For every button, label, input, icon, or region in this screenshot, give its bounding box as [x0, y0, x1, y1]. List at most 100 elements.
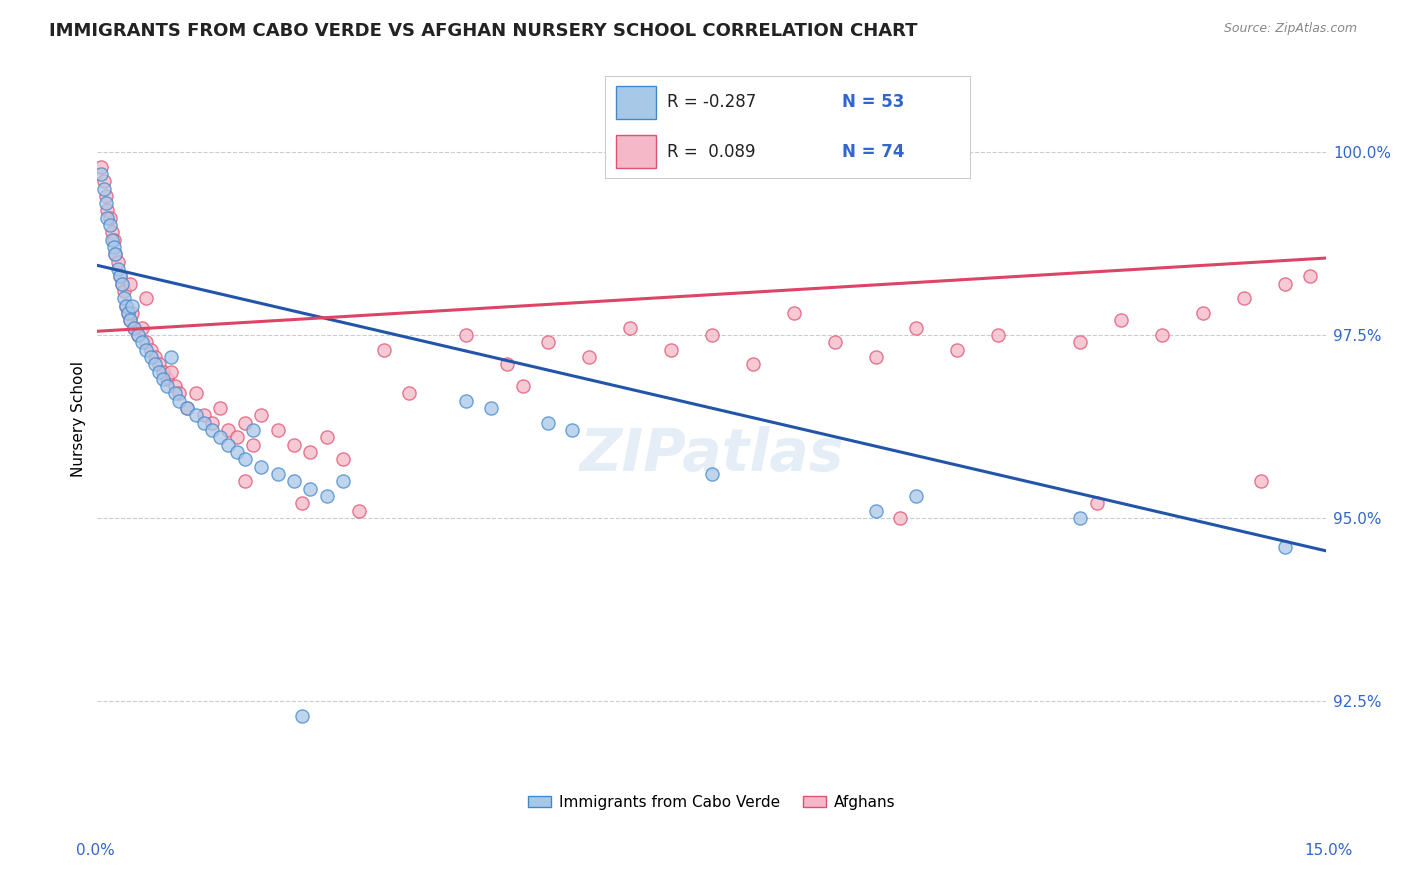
Point [1274, 540, 1296, 554]
Point [1085, 496, 1108, 510]
Text: R = -0.287: R = -0.287 [666, 94, 756, 112]
Point [242, 423, 264, 437]
Point [165, 379, 187, 393]
Point [496, 357, 519, 371]
Point [131, 320, 153, 334]
Point [1274, 277, 1296, 291]
Point [349, 503, 371, 517]
Point [283, 475, 305, 489]
Point [120, 313, 142, 327]
Point [176, 401, 198, 416]
Point [1069, 335, 1091, 350]
Point [561, 423, 583, 437]
Point [619, 320, 641, 334]
Point [209, 401, 232, 416]
Point [1152, 327, 1174, 342]
Point [537, 416, 560, 430]
Bar [616, 136, 655, 168]
Point [111, 277, 134, 291]
Point [1069, 511, 1091, 525]
Point [250, 459, 273, 474]
Point [90, 160, 112, 174]
Point [143, 350, 166, 364]
Point [94, 189, 117, 203]
Point [107, 254, 129, 268]
Point [122, 320, 145, 334]
Point [905, 489, 928, 503]
Point [233, 475, 256, 489]
Point [299, 445, 322, 459]
Point [101, 233, 124, 247]
Point [266, 467, 288, 481]
Point [139, 350, 162, 364]
Point [165, 386, 187, 401]
Point [398, 386, 420, 401]
Point [889, 511, 911, 525]
Point [201, 423, 224, 437]
Point [104, 247, 127, 261]
Point [156, 372, 179, 386]
Point [1298, 269, 1320, 284]
Point [98, 218, 121, 232]
Point [103, 233, 125, 247]
Point [98, 211, 121, 225]
Point [139, 343, 162, 357]
Point [121, 299, 143, 313]
Point [905, 320, 928, 334]
Point [217, 438, 239, 452]
Point [537, 335, 560, 350]
Point [127, 327, 149, 342]
Point [1250, 475, 1272, 489]
Point [143, 357, 166, 371]
Point [135, 343, 157, 357]
Point [266, 423, 288, 437]
Point [1192, 306, 1215, 320]
Point [242, 438, 264, 452]
Point [111, 277, 134, 291]
Point [946, 343, 969, 357]
Point [315, 430, 337, 444]
Point [167, 393, 190, 408]
Point [332, 452, 354, 467]
Bar [616, 87, 655, 119]
Point [184, 409, 207, 423]
Point [233, 416, 256, 430]
Point [90, 167, 112, 181]
Point [122, 320, 145, 334]
Point [131, 335, 153, 350]
Point [107, 262, 129, 277]
Point [987, 327, 1010, 342]
Point [479, 401, 502, 416]
Point [291, 708, 314, 723]
Point [454, 327, 477, 342]
Point [148, 357, 170, 371]
Point [120, 313, 142, 327]
Point [824, 335, 846, 350]
Point [225, 430, 247, 444]
Point [454, 393, 477, 408]
Point [865, 350, 887, 364]
Text: IMMIGRANTS FROM CABO VERDE VS AFGHAN NURSERY SCHOOL CORRELATION CHART: IMMIGRANTS FROM CABO VERDE VS AFGHAN NUR… [49, 22, 918, 40]
Point [332, 475, 354, 489]
Point [115, 299, 138, 313]
Point [101, 226, 124, 240]
Point [156, 379, 179, 393]
Point [209, 430, 232, 444]
Text: ZIPatlas: ZIPatlas [579, 426, 844, 483]
Text: N = 53: N = 53 [842, 94, 904, 112]
Point [512, 379, 534, 393]
Point [865, 503, 887, 517]
Point [127, 327, 149, 342]
Point [167, 386, 190, 401]
Point [659, 343, 682, 357]
Point [103, 240, 125, 254]
Point [120, 277, 142, 291]
Point [373, 343, 395, 357]
Point [148, 364, 170, 378]
Text: 15.0%: 15.0% [1305, 843, 1353, 858]
Point [700, 327, 723, 342]
Point [184, 386, 207, 401]
Point [225, 445, 247, 459]
Point [193, 416, 215, 430]
Point [299, 482, 322, 496]
